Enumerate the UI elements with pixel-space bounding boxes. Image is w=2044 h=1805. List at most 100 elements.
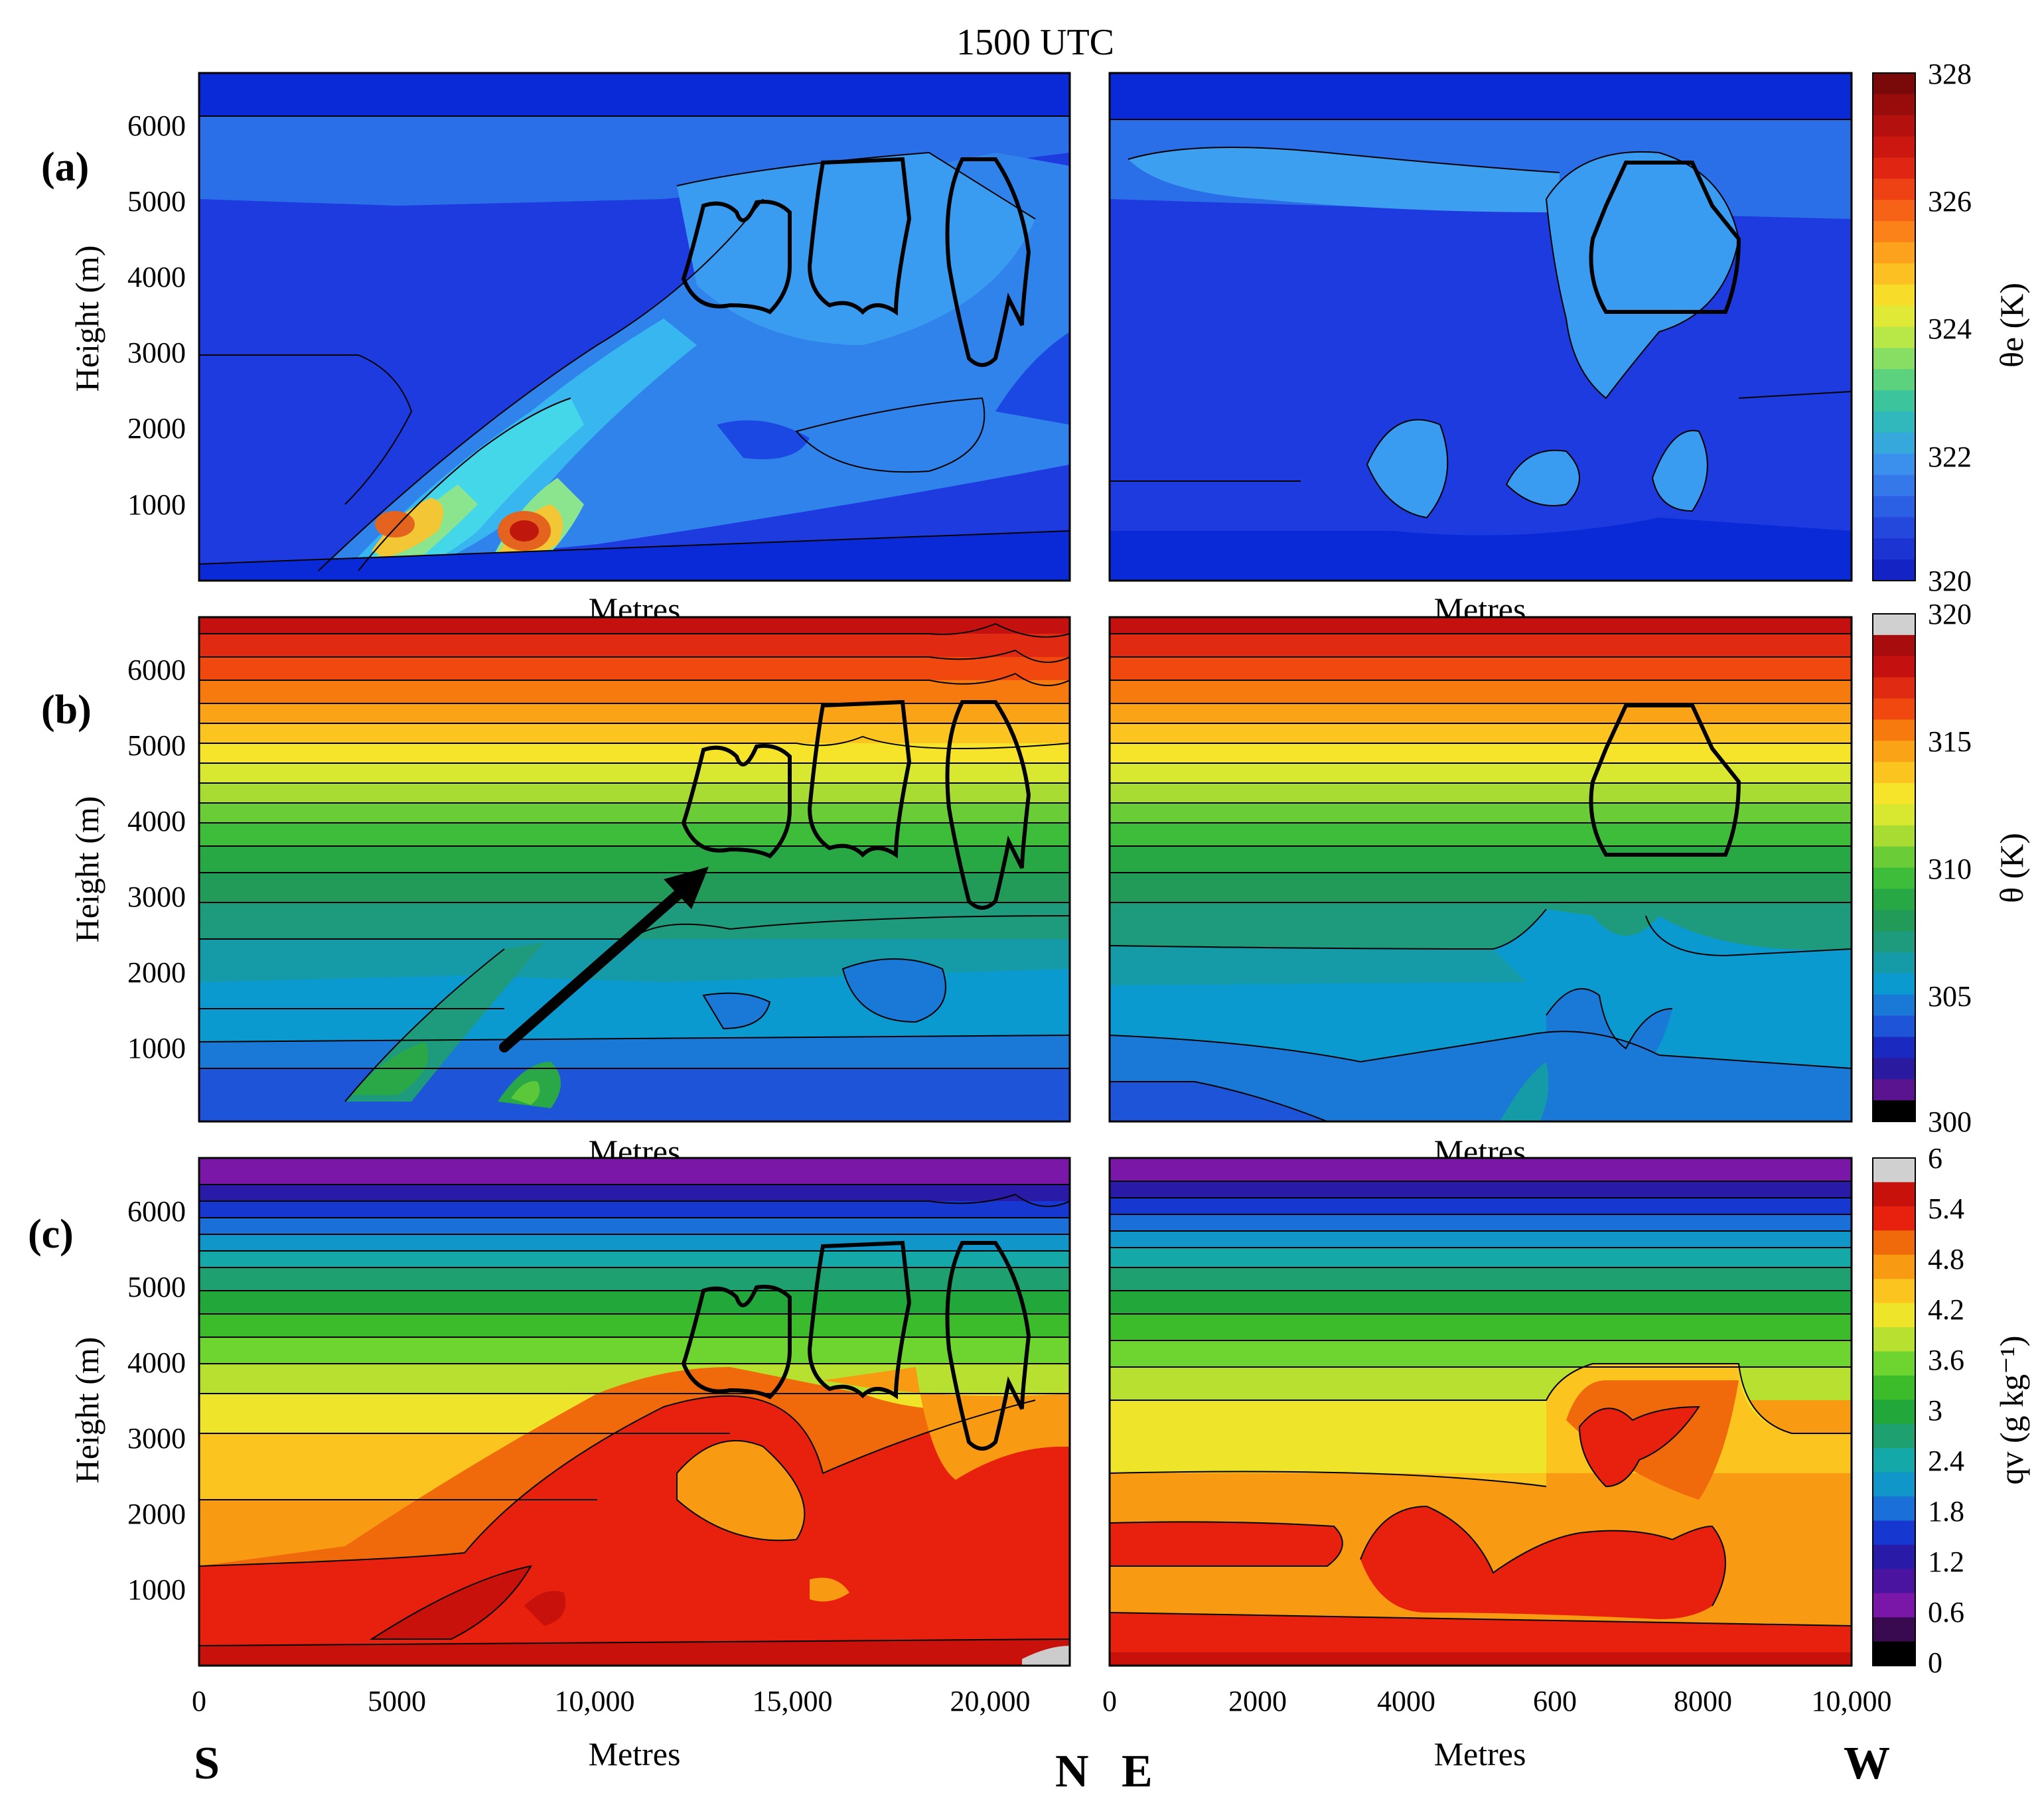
cb-a-swatch [1873, 305, 1915, 327]
cb-c-swatch [1873, 1496, 1915, 1521]
cb-a-swatch [1873, 200, 1915, 222]
ytick-b-4000: 4000 [127, 805, 186, 837]
cb-c-tick-0.6: 0.6 [1928, 1596, 1964, 1628]
panel-b-left-axes [198, 616, 1071, 1123]
panel-label-c: (c) [28, 1212, 74, 1257]
cb-a-tick-320: 320 [1928, 565, 1972, 597]
panel-label-b: (b) [41, 687, 92, 733]
cb-c-swatch [1873, 1230, 1915, 1256]
cb-b-swatch [1873, 741, 1915, 762]
cb-c-swatch [1873, 1158, 1915, 1183]
cb-b-swatch [1873, 656, 1915, 678]
cb-c-tick-1.2: 1.2 [1928, 1546, 1964, 1578]
cb-a-swatch [1873, 453, 1915, 476]
cb-c-tick-5.4: 5.4 [1928, 1192, 1964, 1225]
ytick-b-3000: 3000 [127, 881, 186, 913]
cb-c-swatch [1873, 1254, 1915, 1279]
ytick-c-3000: 3000 [127, 1422, 186, 1455]
cb-b-label: θ (K) [1993, 833, 2030, 903]
cb-c-tick-1.8: 1.8 [1928, 1495, 1964, 1528]
colorbar-b: 320 315 310 305 300 θ (K) [1872, 598, 2030, 1138]
panel-c-yaxis: 1000 2000 3000 4000 5000 6000 [127, 1195, 186, 1606]
cb-b-swatch [1873, 804, 1915, 826]
colorbar-c: 6 5.4 4.8 4.2 3.6 3 2.4 1.8 1.2 0.6 0 qv… [1872, 1142, 2030, 1679]
cb-c-swatch [1873, 1400, 1915, 1425]
cb-c-swatch [1873, 1593, 1915, 1618]
direction-n: N [1055, 1746, 1089, 1797]
panel-label-a: (a) [41, 145, 89, 190]
xtick-left-0: 0 [192, 1685, 206, 1717]
cb-b-swatch [1873, 1015, 1915, 1037]
ytick-b-6000: 6000 [127, 654, 186, 686]
cb-a-label: θe (K) [1993, 283, 2030, 368]
cb-a-swatch [1873, 538, 1915, 560]
xtick-left-10000: 10,000 [555, 1685, 635, 1717]
cb-c-swatch [1873, 1520, 1915, 1546]
cb-c-swatch [1873, 1375, 1915, 1400]
ascent-arrow-head [664, 867, 709, 909]
cb-a-swatch [1873, 369, 1915, 391]
cb-a-swatch [1873, 221, 1915, 243]
cb-b-swatch [1873, 698, 1915, 720]
direction-s: S [194, 1738, 220, 1789]
cb-a-swatch [1873, 474, 1915, 496]
cb-c-tick-6: 6 [1928, 1142, 1942, 1175]
cb-c-label: qv (g kg⁻¹) [1993, 1336, 2030, 1485]
xtick-right-600: 600 [1533, 1685, 1577, 1717]
cb-b-swatch [1873, 931, 1915, 953]
colorbar-a: 328 326 324 322 320 θe (K) [1872, 58, 2030, 597]
cb-b-swatch [1873, 910, 1915, 932]
cb-b-swatch [1873, 994, 1915, 1017]
xtick-right-4000: 4000 [1377, 1685, 1435, 1717]
cb-c-swatch [1873, 1182, 1915, 1207]
xtick-left-20000: 20,000 [950, 1685, 1031, 1717]
panel-c-left-axes [198, 1157, 1071, 1667]
direction-w: W [1844, 1738, 1890, 1789]
panel-a-left-axes [198, 72, 1071, 582]
cb-c-tick-3.6: 3.6 [1928, 1344, 1964, 1376]
cb-c-swatch [1873, 1206, 1915, 1231]
cb-c-swatch [1873, 1472, 1915, 1497]
cb-a-swatch [1873, 559, 1915, 581]
cb-b-swatch [1873, 825, 1915, 847]
ytick-a-2000: 2000 [127, 412, 186, 445]
cb-a-tick-324: 324 [1928, 313, 1972, 345]
cb-b-swatch [1873, 846, 1915, 868]
cb-b-swatch [1873, 614, 1915, 636]
cb-c-tick-4.8: 4.8 [1928, 1243, 1964, 1275]
panel-c-left-xaxis: 0 5000 10,000 15,000 20,000 [192, 1685, 1031, 1717]
cb-b-tick-310: 310 [1928, 853, 1972, 885]
xtick-right-8000: 8000 [1674, 1685, 1732, 1717]
xtick-right-0: 0 [1102, 1685, 1117, 1717]
cb-b-swatch [1873, 867, 1915, 889]
cb-a-swatch [1873, 179, 1915, 200]
panel-b-left-field [199, 617, 1070, 1121]
cb-c-swatch [1873, 1279, 1915, 1304]
cb-a-swatch [1873, 263, 1915, 285]
cb-a-swatch [1873, 94, 1915, 116]
cb-a-swatch [1873, 242, 1915, 264]
xtick-right-2000: 2000 [1228, 1685, 1287, 1717]
cb-b-swatch [1873, 783, 1915, 805]
ytick-c-4000: 4000 [127, 1346, 186, 1379]
ytick-b-2000: 2000 [127, 956, 186, 989]
ytick-c-5000: 5000 [127, 1271, 186, 1303]
panel-b-ylabel: Height (m) [68, 796, 106, 943]
cb-a-tick-322: 322 [1928, 441, 1972, 473]
panel-a-right-axes [1108, 72, 1853, 582]
panel-c-right-xlabel: Metres [1434, 1735, 1526, 1772]
panel-c-ylabel: Height (m) [68, 1337, 106, 1484]
cb-b-swatch [1873, 634, 1915, 657]
ytick-c-1000: 1000 [127, 1573, 186, 1606]
cb-c-swatch [1873, 1569, 1915, 1594]
cb-c-tick-4.2: 4.2 [1928, 1293, 1964, 1326]
cb-b-swatch [1873, 1079, 1915, 1101]
panel-c: (c) [28, 1157, 1892, 1772]
ytick-c-6000: 6000 [127, 1195, 186, 1228]
figure-title: 1500 UTC [956, 22, 1114, 63]
cb-c-swatch [1873, 1327, 1915, 1352]
ytick-c-2000: 2000 [127, 1498, 186, 1530]
cb-a-swatch [1873, 284, 1915, 307]
panel-a-left-field [199, 73, 1070, 581]
cb-b-swatch [1873, 1037, 1915, 1058]
